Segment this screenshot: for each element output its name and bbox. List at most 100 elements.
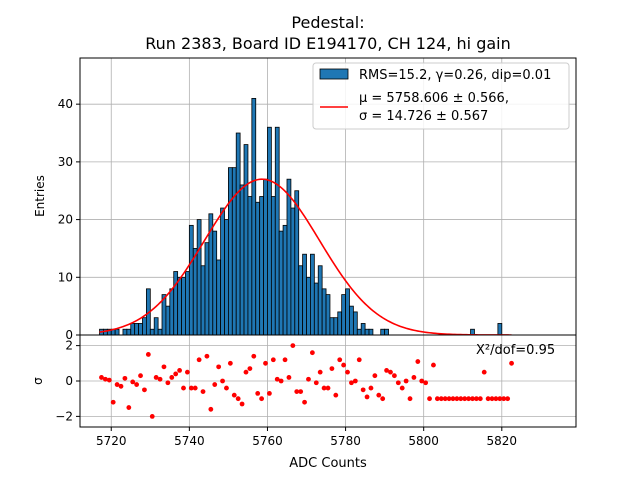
residual-point xyxy=(302,399,307,405)
residual-point xyxy=(317,369,323,375)
residual-point xyxy=(372,373,378,379)
legend-histogram-label: RMS=15.2, γ=0.26, dip=0.01 xyxy=(359,68,551,83)
residual-y-tick-label: −2 xyxy=(55,409,73,423)
histogram-bar xyxy=(380,328,386,336)
histogram-bar xyxy=(282,224,288,336)
histogram-bar xyxy=(321,288,327,336)
chart-title-line1: Pedestal: xyxy=(291,13,364,32)
residual-point xyxy=(294,389,300,395)
residual-point xyxy=(493,396,499,402)
residual-point xyxy=(388,369,393,375)
histogram-bar xyxy=(349,305,354,336)
histogram-bar xyxy=(165,305,171,336)
histogram-bar xyxy=(251,97,257,336)
residual-grid xyxy=(80,335,576,427)
histogram-bar xyxy=(337,311,343,336)
residual-point xyxy=(407,396,413,402)
histogram-bar xyxy=(329,317,335,336)
x-tick-label: 5720 xyxy=(96,434,127,448)
histogram-bar xyxy=(298,265,304,336)
residual-point xyxy=(395,380,401,386)
histogram-bar xyxy=(185,271,190,336)
residual-point xyxy=(309,350,315,356)
residual-point xyxy=(165,380,171,386)
residual-point xyxy=(192,385,198,391)
residual-point xyxy=(325,385,331,391)
residual-point xyxy=(349,380,354,386)
residual-point xyxy=(99,375,104,380)
residual-point xyxy=(376,392,382,398)
residual-point xyxy=(352,378,358,384)
histogram-bar xyxy=(173,271,179,336)
residual-point xyxy=(337,357,343,363)
residual-point xyxy=(145,352,151,357)
residual-point xyxy=(321,385,327,391)
x-tick-label: 5800 xyxy=(408,434,439,448)
legend-fit-label-line1: μ = 5758.606 ± 0.566, xyxy=(359,91,509,106)
x-tick-label: 5820 xyxy=(487,434,518,448)
histogram-bar xyxy=(228,167,233,336)
residual-point xyxy=(364,394,370,400)
residual-point xyxy=(212,382,218,387)
residual-point xyxy=(149,413,155,419)
residual-point xyxy=(200,389,206,395)
residual-point xyxy=(243,369,249,375)
residual-point xyxy=(399,385,405,391)
histogram-bar xyxy=(302,253,307,336)
histogram-bar xyxy=(153,317,159,336)
residual-point xyxy=(185,369,190,375)
histogram-bar xyxy=(243,144,249,336)
histogram-bar xyxy=(263,178,268,336)
residual-point xyxy=(434,396,440,402)
residual-point xyxy=(497,396,503,402)
residual-point xyxy=(489,396,495,402)
residual-point xyxy=(470,396,475,402)
residual-point xyxy=(188,385,194,391)
residual-point xyxy=(270,357,276,363)
histogram-bar xyxy=(274,126,280,336)
histogram-y-tick-label: 10 xyxy=(58,270,73,284)
residual-point xyxy=(333,392,339,398)
residual-point xyxy=(177,367,182,373)
histogram-bar xyxy=(267,126,272,336)
histogram-bar xyxy=(231,167,237,336)
residual-point xyxy=(431,362,436,368)
histogram-bar xyxy=(368,328,374,336)
histogram-bar xyxy=(200,265,206,336)
residual-point xyxy=(282,357,288,363)
histogram-bar xyxy=(333,317,339,336)
residual-point xyxy=(130,379,136,385)
gaussian-fit-line xyxy=(99,178,512,336)
residual-point xyxy=(196,357,202,363)
residual-point xyxy=(122,375,128,381)
residual-point xyxy=(462,396,468,402)
residual-point xyxy=(313,380,319,386)
histogram-bar xyxy=(364,328,370,336)
residual-point xyxy=(208,406,214,412)
residual-point xyxy=(114,382,120,387)
residual-point xyxy=(505,396,511,402)
histogram-bar xyxy=(188,224,194,336)
residual-point xyxy=(278,378,284,384)
histogram-bar xyxy=(142,317,147,336)
residual-point xyxy=(118,383,124,389)
residual-point xyxy=(341,362,347,368)
residual-point xyxy=(474,396,479,402)
histogram-bar xyxy=(278,230,284,336)
chart-title-line2: Run 2383, Board ID E194170, CH 124, hi g… xyxy=(145,34,510,53)
histogram-bar xyxy=(286,178,292,336)
residual-point xyxy=(501,396,507,402)
residual-point xyxy=(356,357,362,363)
residual-point xyxy=(110,399,116,405)
histogram-bar xyxy=(177,276,182,336)
histogram-y-tick-label: 40 xyxy=(58,97,73,111)
histogram-bar xyxy=(216,259,221,336)
histogram-bar xyxy=(294,190,300,336)
residual-point xyxy=(106,377,112,383)
histogram-y-tick-label: 30 xyxy=(58,155,73,169)
residual-point xyxy=(126,405,132,410)
histogram-bar xyxy=(138,323,143,336)
residual-point xyxy=(423,380,429,386)
residual-point xyxy=(235,396,241,402)
residual-point xyxy=(255,390,261,396)
